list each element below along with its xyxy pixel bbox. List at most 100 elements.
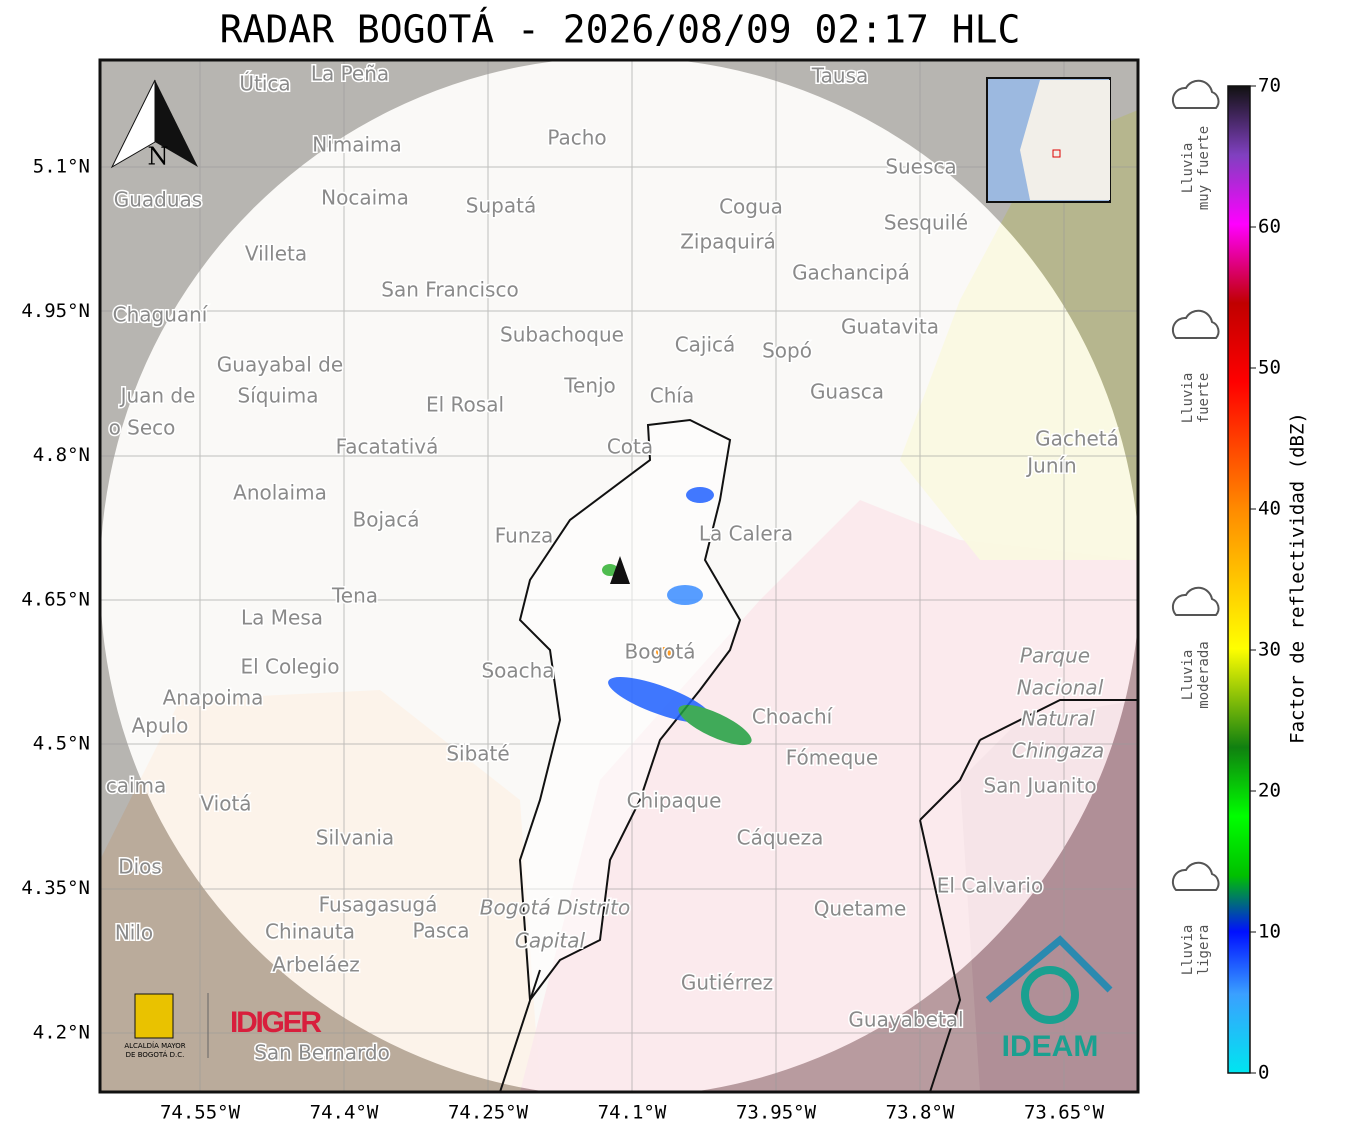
place-label: Nacional — [1017, 676, 1104, 700]
place-label: Suesca — [885, 155, 956, 179]
place-label: Nilo — [115, 921, 153, 945]
place-label: Fusagasugá — [319, 893, 438, 917]
lat-tick-label: 4.5°N — [33, 733, 90, 755]
place-label: Parque — [1020, 644, 1090, 668]
lat-tick-label: 4.65°N — [21, 588, 90, 610]
place-label: Guayabal de — [217, 353, 343, 377]
intensity-label: Lluvia — [1180, 373, 1196, 424]
place-label: Cajicá — [675, 333, 736, 357]
place-label: Juan de — [119, 384, 196, 408]
place-label: Dios — [118, 855, 162, 879]
colorbar-tick-label: 20 — [1258, 780, 1281, 802]
lat-tick-label: 4.8°N — [33, 444, 90, 466]
place-label: Junín — [1025, 454, 1076, 478]
place-label: San Juanito — [983, 774, 1096, 798]
intensity-label: moderada — [1196, 641, 1212, 708]
place-label: Fómeque — [786, 746, 879, 770]
place-label: Nimaima — [312, 133, 402, 157]
place-label: Natural — [1021, 707, 1095, 731]
intensity-label: fuerte — [1196, 373, 1212, 424]
place-label: El Colegio — [240, 655, 339, 679]
colorbar — [1227, 85, 1251, 1074]
place-label: Tenjo — [563, 374, 616, 398]
colorbar-tick-label: 30 — [1258, 639, 1281, 661]
colorbar-tick-label: 10 — [1258, 921, 1281, 943]
place-label: Chinauta — [265, 920, 355, 944]
place-label: Chía — [650, 384, 694, 408]
place-label: Chingaza — [1012, 739, 1105, 763]
place-label: Villeta — [245, 242, 307, 266]
place-label: Anolaima — [233, 481, 327, 505]
place-label: Quetame — [814, 897, 907, 921]
lon-tick-label: 74.25°W — [448, 1102, 529, 1124]
place-label: Viotá — [200, 792, 251, 816]
intensity-label: Lluvia — [1180, 925, 1196, 976]
place-label: Zipaquirá — [680, 230, 776, 254]
place-label: Cáqueza — [737, 826, 824, 850]
lon-tick-label: 73.65°W — [1024, 1102, 1105, 1124]
place-label: Chaguaní — [113, 303, 209, 327]
colorbar-tick-label: 0 — [1258, 1062, 1269, 1084]
map: La Peña Útica Tausa Pacho Nimaima Guaduas Noca… — [100, 60, 1138, 1092]
place-label: La Calera — [699, 522, 793, 546]
place-label: Apulo — [132, 714, 189, 738]
place-label: Síquima — [238, 384, 319, 408]
intensity-label: ligera — [1196, 925, 1212, 976]
map-frame — [98, 58, 1140, 1094]
title: RADAR BOGOTÁ - 2026/08/09 02:17 HLC — [220, 8, 1021, 52]
place-label: Sesquilé — [884, 211, 968, 235]
place-label: Choachí — [752, 705, 834, 729]
place-label: Cota — [607, 435, 653, 459]
place-label: Guayabetal — [848, 1008, 963, 1032]
place-label: Tausa — [811, 64, 869, 88]
colorbar-label: Factor de reflectividad (dBZ) — [1287, 412, 1309, 744]
cloud-icon — [1171, 79, 1220, 109]
intensity-label: Lluvia — [1180, 650, 1196, 701]
place-label: Subachoque — [500, 323, 624, 347]
lat-tick-label: 4.95°N — [21, 300, 90, 322]
place-label: Capital — [515, 929, 586, 953]
intensity-label: muy fuerte — [1196, 126, 1212, 210]
lat-tick-label: 5.1°N — [33, 156, 90, 178]
lon-tick-label: 74.1°W — [598, 1102, 667, 1124]
place-label: Soacha — [481, 659, 554, 683]
colorbar-tick-label: 50 — [1258, 357, 1281, 379]
place-label: Nocaima — [321, 186, 409, 210]
place-label: Cogua — [719, 195, 783, 219]
colorbar-tick-label: 70 — [1258, 75, 1281, 97]
place-label: caima — [106, 774, 167, 798]
cloud-icon — [1171, 861, 1220, 891]
place-label: Bojacá — [352, 508, 419, 532]
lon-tick-label: 73.8°W — [886, 1102, 955, 1124]
alcaldia-text: DE BOGOTÁ D.C. — [126, 1050, 185, 1059]
idiger-logo: IDIGER — [230, 1006, 322, 1039]
place-label: Facatativá — [336, 435, 439, 459]
place-label: Anapoima — [163, 686, 264, 710]
place-label: Guasca — [810, 380, 884, 404]
place-label: Pasca — [412, 919, 469, 943]
place-label: San Francisco — [381, 278, 518, 302]
lat-tick-label: 4.2°N — [33, 1021, 90, 1043]
place-label: Tena — [331, 584, 378, 608]
place-label: Gutiérrez — [681, 971, 773, 995]
place-label: Sibaté — [446, 742, 509, 766]
place-label: Guaduas — [114, 188, 202, 212]
lat-tick-label: 4.35°N — [21, 877, 90, 899]
place-label: Gachetá — [1035, 427, 1119, 451]
lon-tick-label: 74.55°W — [160, 1102, 241, 1124]
place-label: Chipaque — [627, 789, 722, 813]
north-label: N — [148, 143, 169, 171]
place-label: El Calvario — [937, 874, 1043, 898]
place-label: La Peña — [311, 62, 389, 86]
place-label: o Seco — [109, 416, 176, 440]
colorbar-tick-label: 60 — [1258, 216, 1281, 238]
place-label: Bogotá — [625, 640, 696, 664]
place-label: Sopó — [762, 339, 812, 363]
alcaldia-text: ALCALDÍA MAYOR — [124, 1041, 185, 1050]
place-label: La Mesa — [241, 606, 323, 630]
ideam-logo: IDEAM — [1002, 1030, 1099, 1063]
place-label: Guatavita — [841, 315, 939, 339]
place-label: Bogotá Distrito — [480, 896, 630, 920]
lon-tick-label: 74.4°W — [310, 1102, 379, 1124]
